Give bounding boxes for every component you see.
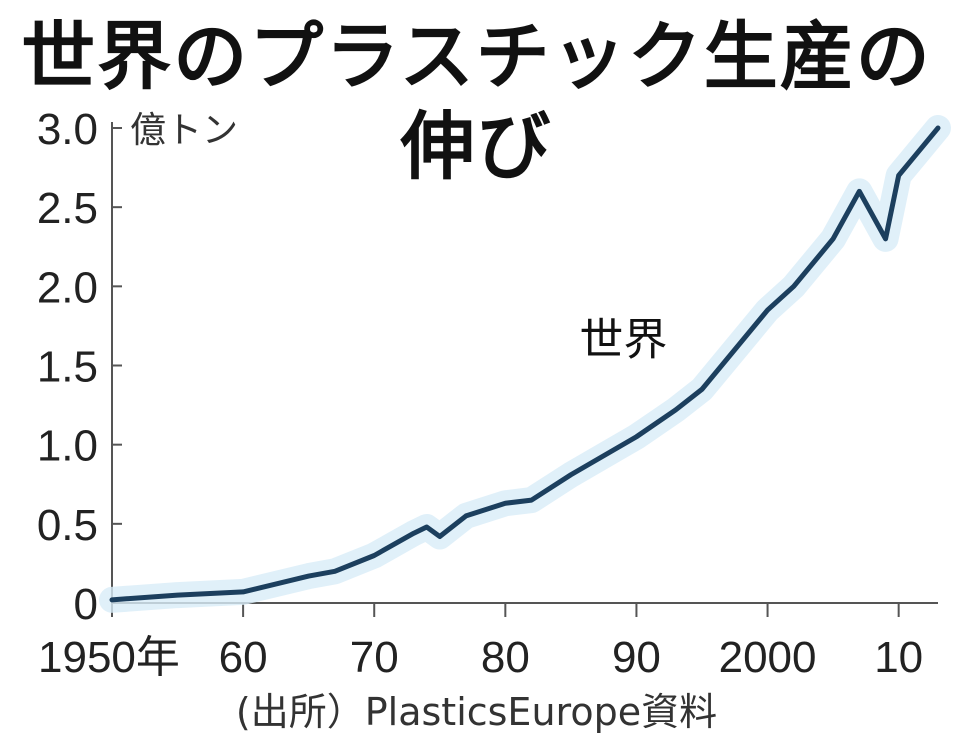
y-axis: 0 0.5 1.0 1.5 2.0 2.5 3.0: [37, 105, 122, 629]
series-line: [109, 125, 941, 603]
y-tick-label: 0.5: [37, 501, 98, 550]
series-line-glow: [99, 115, 951, 613]
y-tick-label: 1.0: [37, 422, 98, 471]
x-tick-label: 10: [874, 633, 923, 682]
x-tick-label: 1950年: [38, 633, 180, 682]
x-axis: 1950年 60 70 80 90 2000 10: [38, 602, 938, 682]
y-tick-label: 2.5: [37, 184, 98, 233]
x-tick-label: 70: [350, 633, 399, 682]
x-tick-label: 2000: [719, 633, 817, 682]
y-tick-label: 0: [74, 580, 98, 629]
source-note: (出所）PlasticsEurope資料: [235, 690, 718, 734]
y-tick-label: 1.5: [37, 343, 98, 392]
y-tick-label: 2.0: [37, 263, 98, 312]
x-tick-label: 80: [481, 633, 530, 682]
series-group: [99, 115, 951, 613]
x-tick-label: 90: [612, 633, 661, 682]
series-label: 世界: [579, 314, 667, 365]
x-tick-label: 60: [219, 633, 268, 682]
y-unit-label: 億トン: [130, 110, 238, 151]
y-tick-label: 3.0: [37, 105, 98, 154]
chart-title: 世界のプラスチック生産の伸び: [21, 14, 932, 190]
